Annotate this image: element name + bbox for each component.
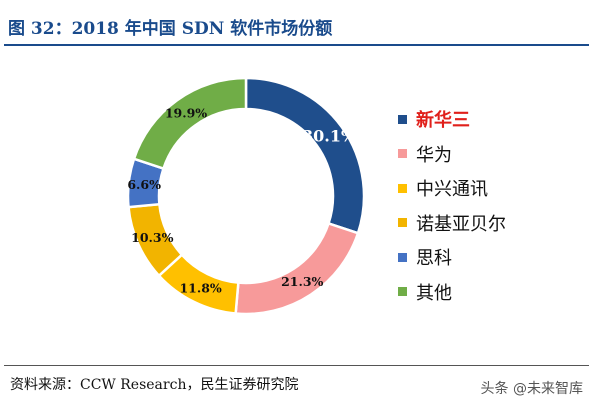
legend-item-zte: 中兴通讯 xyxy=(398,171,506,206)
legend-item-huawei: 华为 xyxy=(398,137,506,172)
legend-swatch xyxy=(398,218,407,228)
legend-item-nokia-bell: 诺基亚贝尔 xyxy=(398,206,506,241)
donut-slices xyxy=(126,76,366,316)
value-label-h3c: 30.1% xyxy=(302,127,356,146)
legend-label: 诺基亚贝尔 xyxy=(416,213,506,235)
legend-swatch xyxy=(398,287,407,297)
legend-swatch xyxy=(398,183,407,193)
source-note: 资料来源：CCW Research，民生证券研究院 xyxy=(10,377,299,393)
value-label-others: 19.9% xyxy=(165,105,207,120)
donut-slice-h3c xyxy=(244,76,366,235)
value-label-huawei: 21.3% xyxy=(281,274,323,289)
legend-item-h3c: 新华三 xyxy=(398,102,506,137)
donut-slice-huawei xyxy=(234,221,360,316)
legend-label: 其他 xyxy=(416,282,452,304)
value-label-nokia-bell: 10.3% xyxy=(131,230,173,245)
legend-item-cisco: 思科 xyxy=(398,240,506,275)
legend-swatch xyxy=(398,114,407,124)
legend-swatch xyxy=(398,252,407,262)
donut-value-labels: 30.1% 21.3% 11.8% 10.3% 6.6% 19.9% xyxy=(127,105,356,295)
watermark: 头条 @未来智库 xyxy=(480,381,583,397)
page-title: 图 32：2018 年中国 SDN 软件市场份额 xyxy=(8,19,333,39)
legend-label: 中兴通讯 xyxy=(416,179,488,201)
footer-divider xyxy=(4,365,589,366)
legend-item-others: 其他 xyxy=(398,275,506,310)
title-divider xyxy=(4,44,589,46)
legend-swatch xyxy=(398,149,407,159)
donut-slice-others xyxy=(132,76,248,171)
value-label-cisco: 6.6% xyxy=(127,177,161,192)
legend-label: 思科 xyxy=(416,248,452,270)
chart-legend: 新华三 华为 中兴通讯 诺基亚贝尔 思科 其他 xyxy=(398,102,506,309)
value-label-zte: 11.8% xyxy=(179,280,221,295)
legend-label: 新华三 xyxy=(416,110,470,132)
legend-label: 华为 xyxy=(416,144,452,166)
